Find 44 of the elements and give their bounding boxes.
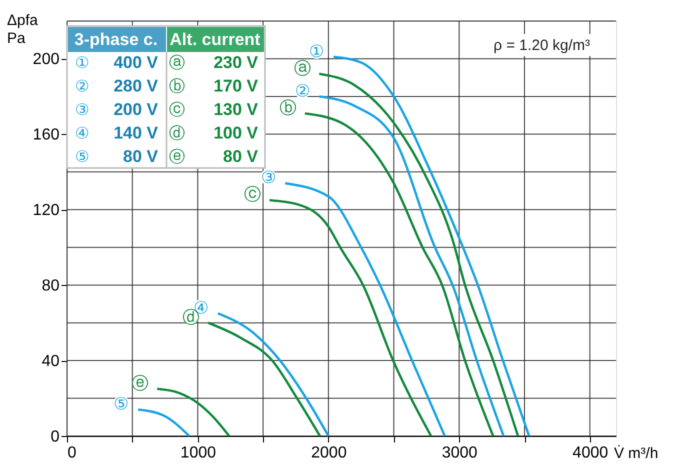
series-label: ⓑ (279, 98, 296, 118)
annotation: 80 V (223, 147, 259, 166)
annotation: 80 V (123, 147, 159, 166)
annotation: 140 V (114, 124, 159, 142)
series-label: ⓒ (244, 185, 262, 204)
annotation: 400 V (114, 53, 159, 72)
series-label: ② (294, 81, 310, 100)
annotation: ⓐ (169, 54, 185, 72)
annotation: ⓒ (169, 101, 185, 119)
annotation: 230 V (214, 53, 259, 72)
x-axis-title: V̇ m³/h (614, 444, 658, 462)
annotation: 3-phase c. (74, 30, 158, 49)
annotation: ③ (75, 102, 89, 119)
annotation: ⓔ (169, 148, 185, 166)
series-label: ③ (260, 168, 276, 188)
annotation: ⓑ (169, 78, 185, 96)
y-tick-label: 80 (42, 278, 60, 295)
series-label: ① (309, 42, 324, 61)
annotation: ⑤ (75, 149, 89, 166)
x-tick-label: 2000 (311, 444, 347, 462)
annotation: 170 V (214, 76, 259, 96)
annotation: 130 V (214, 100, 259, 119)
annotation: Alt. current (170, 30, 261, 49)
y-tick-label: 120 (32, 202, 60, 220)
x-tick-label: 0 (68, 444, 76, 462)
annotation: ② (75, 78, 89, 96)
annotation: 200 V (114, 100, 159, 119)
y-tick-label: 0 (50, 428, 60, 446)
annotation: 100 V (214, 124, 259, 142)
x-tick-label: 1000 (180, 444, 216, 462)
y-tick-label: 40 (42, 353, 60, 370)
y-tick-label: 160 (32, 126, 60, 144)
annotation: ρ = 1.20 kg/m³ (494, 37, 590, 54)
annotation: 280 V (114, 76, 159, 96)
series-label: ⓐ (294, 58, 311, 78)
annotation: ④ (75, 126, 89, 142)
annotation: ① (75, 55, 89, 72)
x-tick-label: 3000 (442, 444, 478, 462)
x-tick-label: 4000 (572, 444, 608, 462)
series-label: ⓔ (132, 374, 149, 393)
y-tick-label: 200 (32, 51, 60, 68)
y-axis-title: Δpfa Pa (7, 12, 39, 47)
annotation: ⓓ (169, 124, 185, 142)
series-label: ⑤ (114, 394, 129, 414)
